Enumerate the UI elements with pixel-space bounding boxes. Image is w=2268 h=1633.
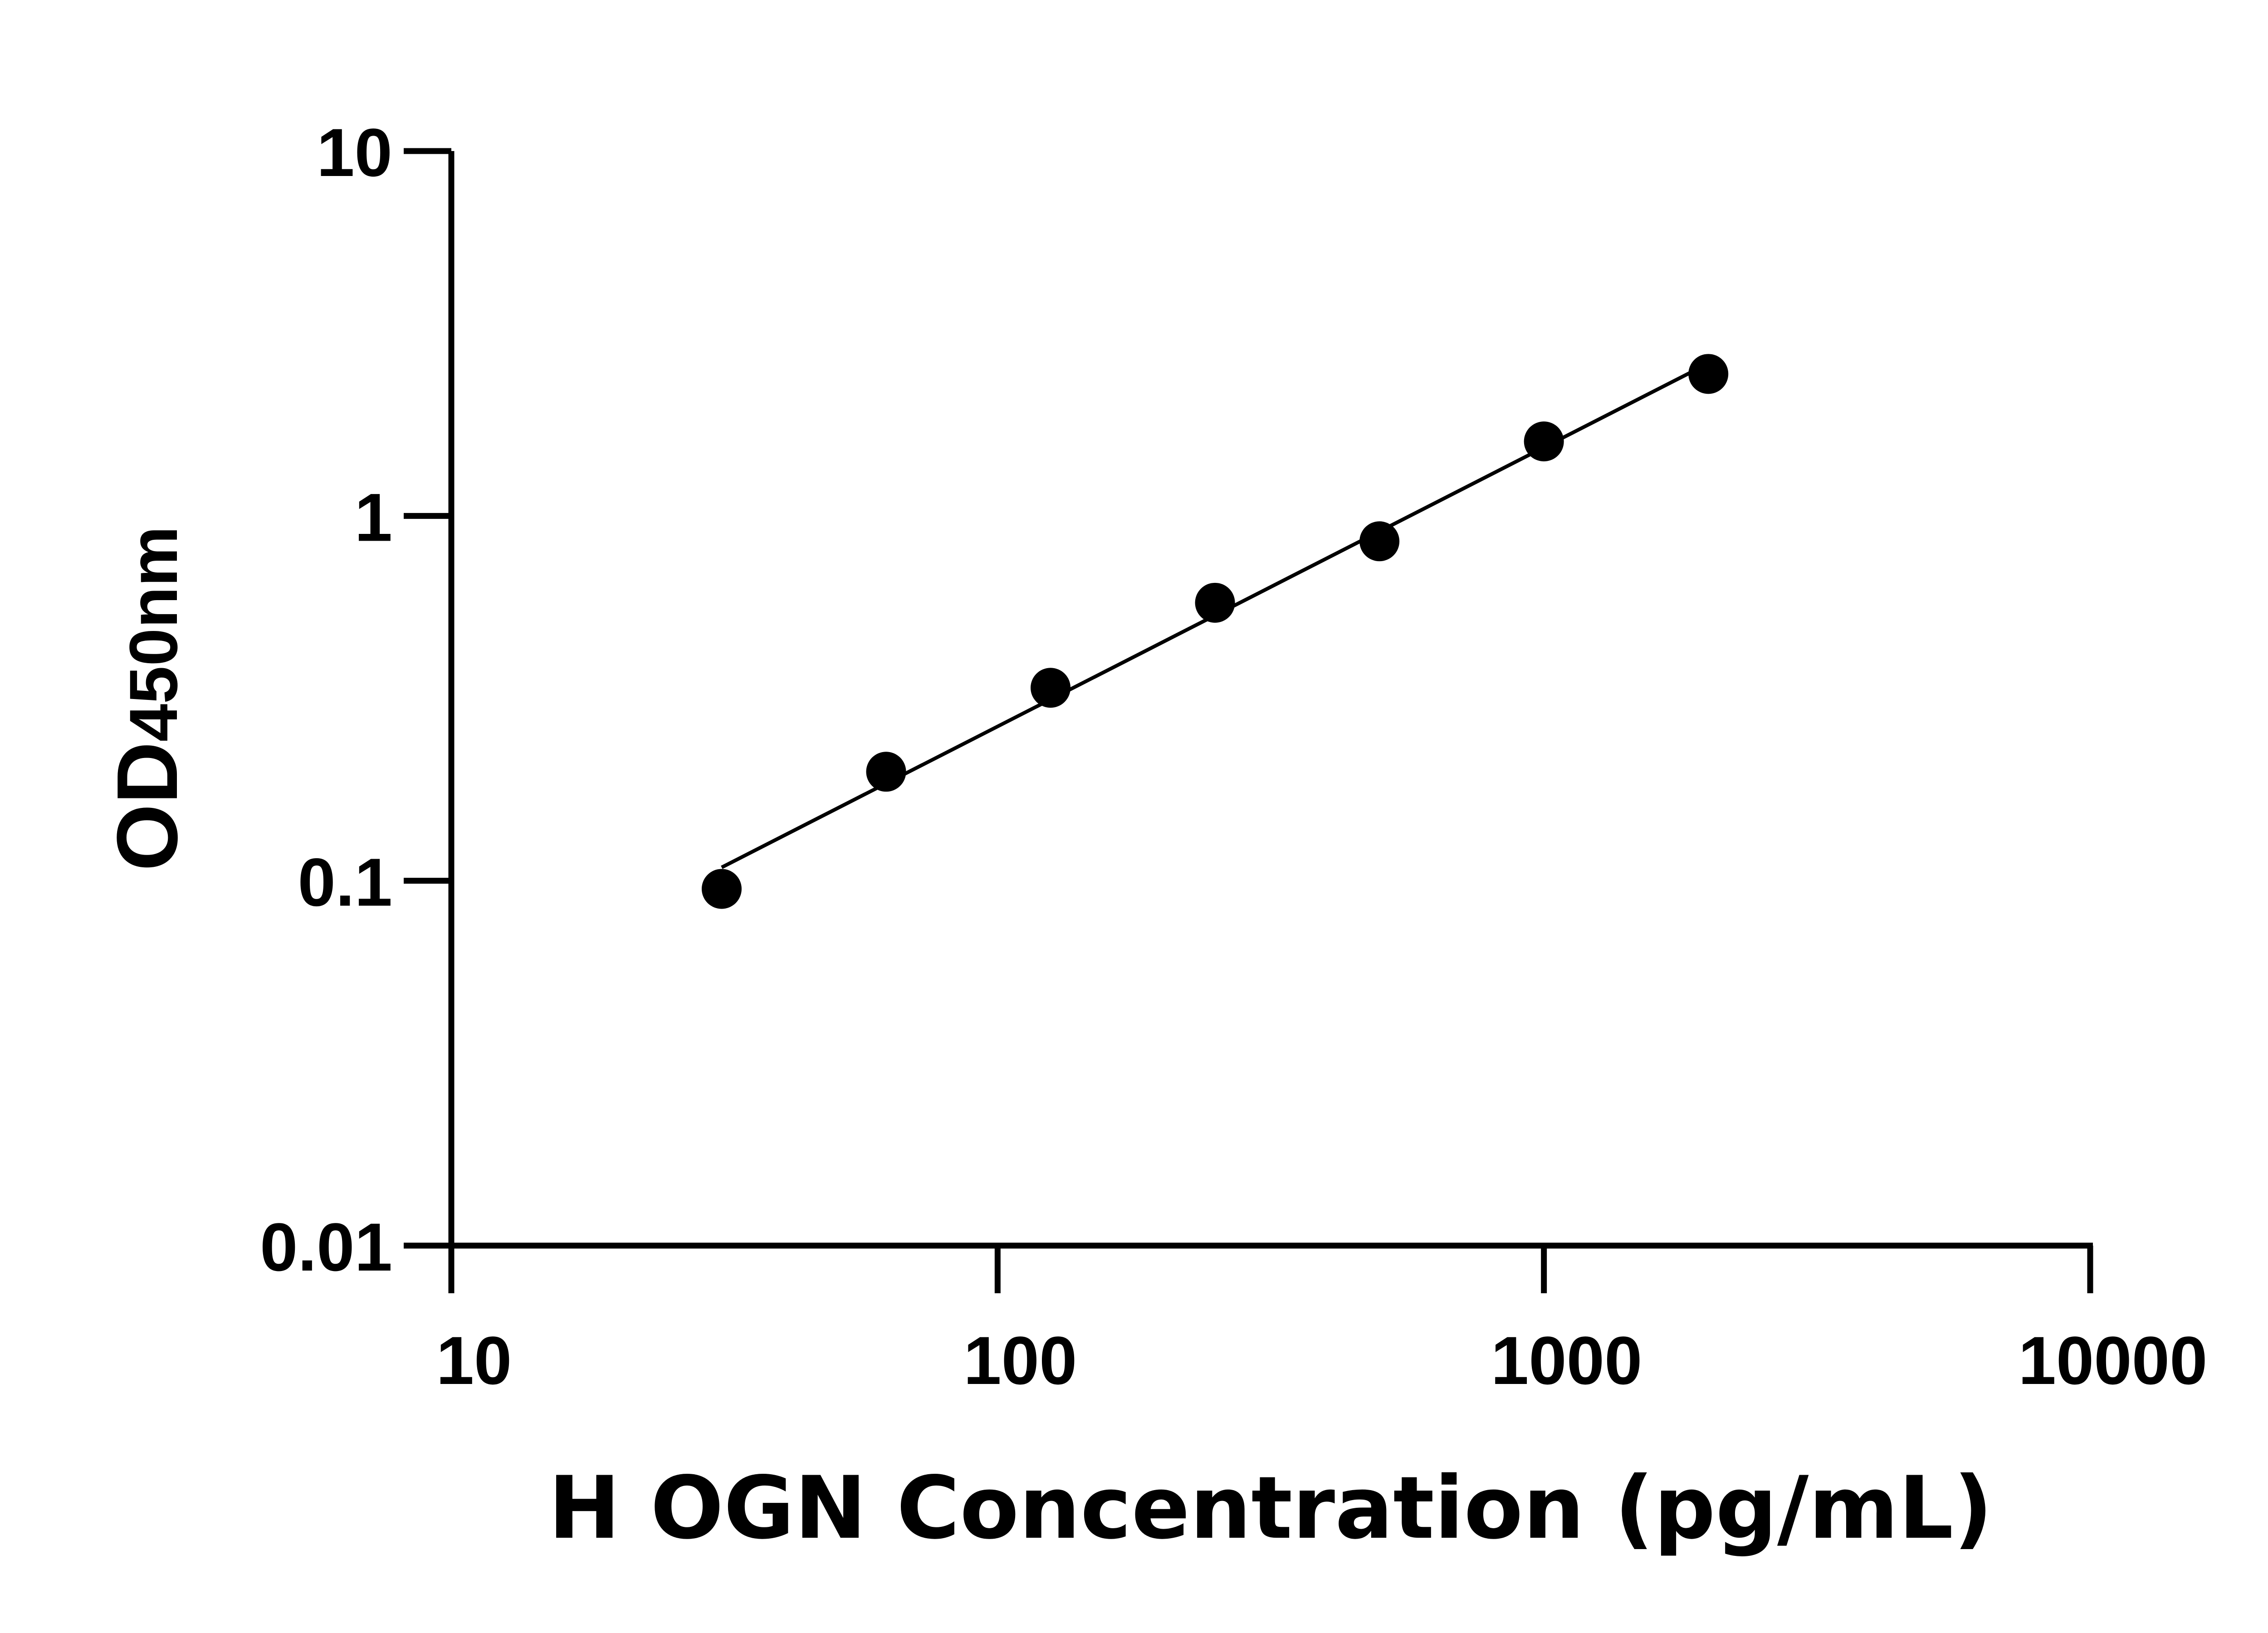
y-tick-label: 10 <box>317 114 392 191</box>
axes <box>448 151 2093 1249</box>
x-tick-label: 10 <box>436 1322 512 1398</box>
y-tick-label: 0.1 <box>298 844 392 920</box>
data-point <box>701 869 742 909</box>
data-point <box>1195 582 1235 623</box>
y-axis-title: OD450nm <box>99 526 196 871</box>
y-axis-title-sub: 450nm <box>115 526 191 742</box>
x-tick-label: 1000 <box>1491 1322 1642 1398</box>
data-points <box>701 354 1729 909</box>
data-point <box>1524 421 1564 462</box>
data-point <box>866 752 906 792</box>
data-point <box>1688 354 1729 394</box>
y-tick-label: 0.01 <box>260 1209 392 1285</box>
data-point <box>1359 521 1400 562</box>
ticks: 10 100 1000 10000 0.01 0.1 1 10 <box>260 114 2208 1398</box>
x-tick-label: 10000 <box>2018 1322 2207 1398</box>
y-axis-title-main: OD <box>99 742 196 871</box>
y-tick-label: 1 <box>355 479 392 555</box>
data-point <box>1031 668 1071 708</box>
x-axis-title: H OGN Concentration (pg/mL) <box>548 1458 1993 1558</box>
x-tick-label: 100 <box>963 1322 1077 1398</box>
